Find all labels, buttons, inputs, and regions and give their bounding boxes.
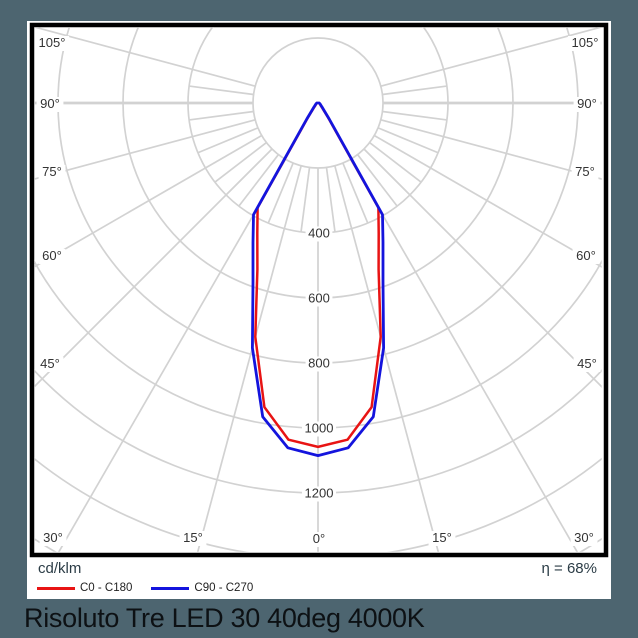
grid-ray bbox=[380, 119, 602, 180]
grid-ray bbox=[34, 148, 273, 388]
angle-label-bottom: 0° bbox=[313, 531, 325, 546]
grid-ray bbox=[34, 119, 256, 180]
angle-label-right-bg bbox=[573, 97, 601, 112]
legend: C0 - C180 C90 - C270 bbox=[37, 582, 272, 594]
angle-label-left-bg bbox=[38, 249, 66, 264]
ring-label-bg bbox=[305, 226, 333, 242]
ring-label-bg bbox=[301, 421, 337, 437]
grid-ray bbox=[57, 158, 287, 552]
grid-ray bbox=[34, 134, 263, 268]
ring-label: 1000 bbox=[305, 421, 334, 436]
angle-label-right-bg bbox=[570, 531, 598, 546]
grid-ray bbox=[369, 141, 422, 183]
grid-ray bbox=[300, 167, 311, 232]
angle-label-right: 75° bbox=[575, 164, 595, 179]
grid-ray bbox=[214, 141, 267, 183]
angle-label-left: 90° bbox=[40, 96, 60, 111]
plot-border bbox=[29, 22, 609, 558]
angle-label-right-bg bbox=[573, 357, 601, 372]
legend-item-c90: C90 - C270 bbox=[151, 582, 253, 594]
ring-label-bg bbox=[305, 356, 333, 372]
angle-label-left-bg bbox=[38, 165, 66, 180]
grid-ray bbox=[349, 158, 579, 552]
angle-label-left: 75° bbox=[42, 164, 62, 179]
grid-ray bbox=[380, 27, 602, 87]
grid-ray bbox=[238, 154, 280, 207]
grid-ray bbox=[267, 162, 294, 224]
legend-item-c0: C0 - C180 bbox=[37, 582, 132, 594]
grid-ray bbox=[382, 110, 447, 121]
angle-label-left: 30° bbox=[43, 530, 63, 545]
angle-label-left-bg bbox=[36, 97, 64, 112]
grid-ray bbox=[363, 148, 602, 388]
efficiency-label: η = 68% bbox=[541, 560, 597, 577]
legend-label-c90: C90 - C270 bbox=[194, 582, 254, 594]
grid-ray bbox=[196, 165, 302, 552]
ring-label: 600 bbox=[308, 291, 330, 306]
grid-ray bbox=[189, 110, 254, 121]
angle-label-left-bg bbox=[39, 531, 67, 546]
angle-label-bottom-bg bbox=[428, 531, 456, 546]
angle-label-left: 105° bbox=[39, 35, 66, 50]
angle-label-bottom: 15° bbox=[432, 530, 452, 545]
angle-label-bottom: 15° bbox=[183, 530, 203, 545]
diagram-footer: cd/klm η = 68% C0 - C180 C90 - C270 bbox=[27, 557, 611, 599]
angle-label-left: 45° bbox=[40, 356, 60, 371]
ring-label: 1200 bbox=[305, 486, 334, 501]
angle-label-right: 105° bbox=[572, 35, 599, 50]
angle-label-right: 30° bbox=[574, 530, 594, 545]
grid-ray bbox=[197, 127, 259, 154]
ring-label: 800 bbox=[308, 356, 330, 371]
grid-ray bbox=[189, 85, 254, 96]
grid-ray bbox=[34, 27, 256, 87]
ring-label-bg bbox=[301, 486, 337, 502]
angle-label-right-bg bbox=[567, 36, 602, 51]
legend-label-c0: C0 - C180 bbox=[80, 582, 133, 594]
grid-ray bbox=[373, 134, 602, 268]
page-title: Risoluto Tre LED 30 40deg 4000K bbox=[24, 603, 425, 633]
grid-ray bbox=[325, 167, 336, 232]
angle-label-right: 45° bbox=[577, 356, 597, 371]
c90-c270-line-swatch bbox=[151, 586, 190, 590]
grid-ray bbox=[334, 165, 440, 552]
curve-c90-c270 bbox=[251, 101, 385, 457]
angle-label-right: 60° bbox=[576, 248, 596, 263]
angle-label-left: 60° bbox=[42, 248, 62, 263]
angle-label-bottom-bg bbox=[179, 531, 207, 546]
grid-ray bbox=[382, 85, 447, 96]
grid-ray bbox=[342, 162, 369, 224]
angle-label-right: 90° bbox=[577, 96, 597, 111]
grid-ray bbox=[356, 154, 398, 207]
ring-label: 400 bbox=[308, 226, 330, 241]
grid-ray bbox=[377, 127, 439, 154]
ring-label-bg bbox=[305, 291, 333, 307]
angle-label-right-bg bbox=[572, 249, 600, 264]
unit-label: cd/klm bbox=[38, 560, 82, 577]
angle-label-left-bg bbox=[36, 357, 64, 372]
angle-label-bottom-bg bbox=[309, 532, 329, 547]
angle-label-left-bg bbox=[34, 36, 70, 51]
c0-c180-line-swatch bbox=[37, 586, 75, 590]
angle-label-right-bg bbox=[571, 165, 599, 180]
